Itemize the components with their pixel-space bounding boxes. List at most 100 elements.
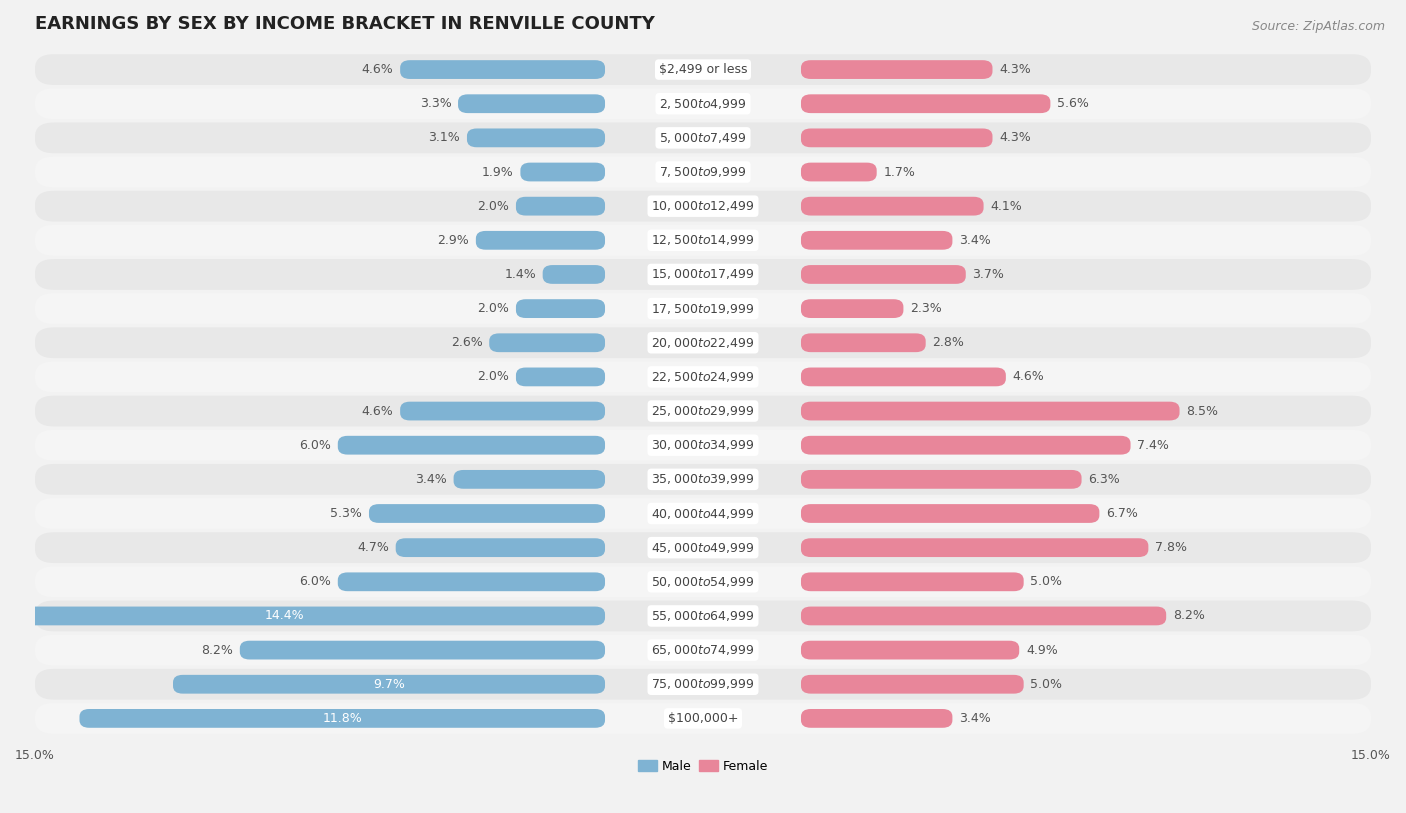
FancyBboxPatch shape: [454, 470, 605, 489]
FancyBboxPatch shape: [35, 362, 1371, 393]
Legend: Male, Female: Male, Female: [633, 754, 773, 778]
FancyBboxPatch shape: [35, 635, 1371, 666]
FancyBboxPatch shape: [35, 430, 1371, 461]
FancyBboxPatch shape: [801, 675, 1024, 693]
FancyBboxPatch shape: [489, 333, 605, 352]
Text: 2.6%: 2.6%: [451, 337, 482, 350]
Text: $35,000 to $39,999: $35,000 to $39,999: [651, 472, 755, 486]
FancyBboxPatch shape: [516, 197, 605, 215]
FancyBboxPatch shape: [801, 606, 1166, 625]
FancyBboxPatch shape: [368, 504, 605, 523]
Text: $55,000 to $64,999: $55,000 to $64,999: [651, 609, 755, 623]
FancyBboxPatch shape: [35, 123, 1371, 153]
Text: 14.4%: 14.4%: [264, 610, 304, 623]
Text: 3.1%: 3.1%: [429, 132, 460, 145]
FancyBboxPatch shape: [801, 197, 984, 215]
Text: 2.0%: 2.0%: [478, 371, 509, 384]
FancyBboxPatch shape: [80, 709, 605, 728]
FancyBboxPatch shape: [458, 94, 605, 113]
FancyBboxPatch shape: [801, 94, 1050, 113]
FancyBboxPatch shape: [801, 128, 993, 147]
FancyBboxPatch shape: [801, 504, 1099, 523]
FancyBboxPatch shape: [35, 533, 1371, 563]
FancyBboxPatch shape: [801, 333, 925, 352]
Text: 2.8%: 2.8%: [932, 337, 965, 350]
FancyBboxPatch shape: [801, 641, 1019, 659]
FancyBboxPatch shape: [801, 163, 877, 181]
FancyBboxPatch shape: [35, 601, 1371, 632]
Text: 1.4%: 1.4%: [505, 268, 536, 281]
FancyBboxPatch shape: [801, 265, 966, 284]
Text: 6.7%: 6.7%: [1107, 507, 1137, 520]
Text: 1.7%: 1.7%: [883, 166, 915, 179]
FancyBboxPatch shape: [475, 231, 605, 250]
Text: 4.1%: 4.1%: [990, 200, 1022, 213]
FancyBboxPatch shape: [801, 299, 904, 318]
Text: 5.6%: 5.6%: [1057, 98, 1090, 111]
Text: 2.0%: 2.0%: [478, 200, 509, 213]
Text: 4.9%: 4.9%: [1026, 644, 1057, 657]
Text: 5.3%: 5.3%: [330, 507, 363, 520]
Text: 1.9%: 1.9%: [482, 166, 513, 179]
FancyBboxPatch shape: [35, 498, 1371, 529]
Text: 2.3%: 2.3%: [910, 302, 942, 315]
Text: $75,000 to $99,999: $75,000 to $99,999: [651, 677, 755, 691]
FancyBboxPatch shape: [35, 396, 1371, 427]
Text: 4.7%: 4.7%: [357, 541, 389, 554]
Text: $40,000 to $44,999: $40,000 to $44,999: [651, 506, 755, 520]
FancyBboxPatch shape: [401, 402, 605, 420]
FancyBboxPatch shape: [35, 89, 1371, 119]
FancyBboxPatch shape: [516, 299, 605, 318]
Text: $100,000+: $100,000+: [668, 712, 738, 725]
FancyBboxPatch shape: [337, 572, 605, 591]
FancyBboxPatch shape: [35, 328, 1371, 359]
Text: 3.4%: 3.4%: [959, 234, 991, 247]
Text: 4.6%: 4.6%: [361, 405, 394, 418]
Text: 2.9%: 2.9%: [437, 234, 470, 247]
FancyBboxPatch shape: [0, 606, 605, 625]
FancyBboxPatch shape: [35, 669, 1371, 700]
FancyBboxPatch shape: [173, 675, 605, 693]
Text: $65,000 to $74,999: $65,000 to $74,999: [651, 643, 755, 657]
Text: $2,499 or less: $2,499 or less: [659, 63, 747, 76]
Text: $45,000 to $49,999: $45,000 to $49,999: [651, 541, 755, 554]
FancyBboxPatch shape: [801, 470, 1081, 489]
FancyBboxPatch shape: [801, 572, 1024, 591]
Text: 3.7%: 3.7%: [973, 268, 1004, 281]
FancyBboxPatch shape: [35, 191, 1371, 221]
Text: $30,000 to $34,999: $30,000 to $34,999: [651, 438, 755, 452]
Text: 2.0%: 2.0%: [478, 302, 509, 315]
Text: 4.6%: 4.6%: [1012, 371, 1045, 384]
Text: $20,000 to $22,499: $20,000 to $22,499: [651, 336, 755, 350]
Text: 6.0%: 6.0%: [299, 576, 330, 589]
FancyBboxPatch shape: [35, 157, 1371, 187]
Text: $10,000 to $12,499: $10,000 to $12,499: [651, 199, 755, 213]
FancyBboxPatch shape: [543, 265, 605, 284]
FancyBboxPatch shape: [801, 231, 952, 250]
Text: 7.8%: 7.8%: [1156, 541, 1187, 554]
FancyBboxPatch shape: [35, 703, 1371, 734]
FancyBboxPatch shape: [395, 538, 605, 557]
Text: 7.4%: 7.4%: [1137, 439, 1170, 452]
FancyBboxPatch shape: [801, 402, 1180, 420]
Text: 4.6%: 4.6%: [361, 63, 394, 76]
Text: 8.5%: 8.5%: [1187, 405, 1218, 418]
FancyBboxPatch shape: [801, 60, 993, 79]
Text: 8.2%: 8.2%: [201, 644, 233, 657]
Text: 11.8%: 11.8%: [322, 712, 363, 725]
FancyBboxPatch shape: [801, 436, 1130, 454]
FancyBboxPatch shape: [401, 60, 605, 79]
FancyBboxPatch shape: [520, 163, 605, 181]
Text: $7,500 to $9,999: $7,500 to $9,999: [659, 165, 747, 179]
Text: $5,000 to $7,499: $5,000 to $7,499: [659, 131, 747, 145]
FancyBboxPatch shape: [467, 128, 605, 147]
FancyBboxPatch shape: [801, 709, 952, 728]
Text: $15,000 to $17,499: $15,000 to $17,499: [651, 267, 755, 281]
Text: Source: ZipAtlas.com: Source: ZipAtlas.com: [1251, 20, 1385, 33]
FancyBboxPatch shape: [35, 259, 1371, 289]
Text: 5.0%: 5.0%: [1031, 576, 1063, 589]
Text: 3.4%: 3.4%: [415, 473, 447, 486]
FancyBboxPatch shape: [801, 367, 1005, 386]
FancyBboxPatch shape: [240, 641, 605, 659]
Text: $50,000 to $54,999: $50,000 to $54,999: [651, 575, 755, 589]
